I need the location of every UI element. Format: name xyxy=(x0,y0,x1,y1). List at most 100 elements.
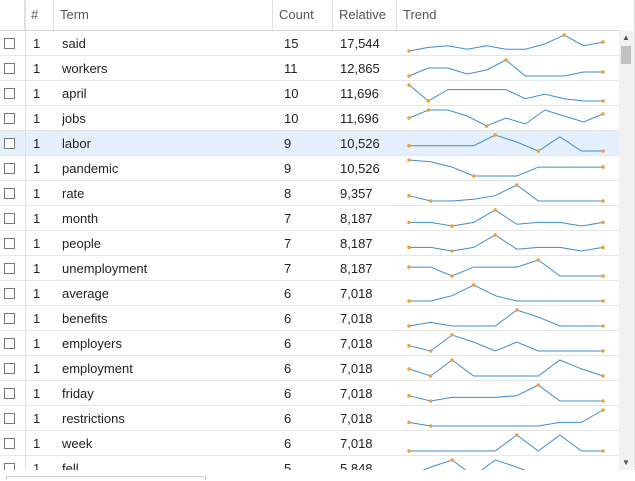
trend-marker xyxy=(601,245,605,250)
term-cell: jobs xyxy=(62,111,86,126)
trend-sparkline xyxy=(406,31,609,55)
row-checkbox[interactable] xyxy=(4,238,15,249)
count-cell: 11 xyxy=(284,61,298,76)
row-checkbox[interactable] xyxy=(4,113,15,124)
trend-marker xyxy=(471,174,476,178)
term-cell: rate xyxy=(62,186,85,201)
trend-marker xyxy=(407,449,411,453)
count-cell: 10 xyxy=(284,86,299,101)
table-row[interactable]: 1 workers 11 12,865 xyxy=(0,56,620,81)
trend-sparkline xyxy=(406,256,609,280)
trend-marker xyxy=(428,399,433,403)
trend-marker xyxy=(407,265,411,269)
term-cell: people xyxy=(62,236,102,251)
relative-cell: 17,544 xyxy=(340,36,380,51)
row-num-cell: 1 xyxy=(33,461,41,470)
trend-marker xyxy=(407,245,411,250)
trend-marker xyxy=(407,74,411,78)
trend-sparkline xyxy=(406,231,609,255)
column-header-trend[interactable]: Trend xyxy=(403,7,437,22)
table-row[interactable]: 1 month 7 8,187 xyxy=(0,206,620,231)
row-checkbox[interactable] xyxy=(4,438,15,449)
row-checkbox[interactable] xyxy=(4,338,15,349)
table-row[interactable]: 1 april 10 11,696 xyxy=(0,81,620,106)
trend-marker xyxy=(428,349,433,353)
relative-cell: 8,187 xyxy=(340,236,373,251)
table-row[interactable]: 1 fell 5 5,848 xyxy=(0,456,620,470)
table-row[interactable]: 1 restrictions 6 7,018 xyxy=(0,406,620,431)
table-row[interactable]: 1 jobs 10 11,696 xyxy=(0,106,620,131)
trend-marker xyxy=(493,208,497,212)
trend-marker xyxy=(450,274,454,278)
table-row[interactable]: 1 unemployment 7 8,187 xyxy=(0,256,620,281)
column-header-relative[interactable]: Relative xyxy=(333,0,397,30)
column-header-num[interactable]: # xyxy=(25,0,54,30)
trend-marker xyxy=(601,149,605,153)
count-cell: 5 xyxy=(284,461,292,470)
trend-sparkline xyxy=(406,431,609,455)
relative-cell: 7,018 xyxy=(340,311,373,326)
trend-marker xyxy=(601,199,605,203)
trend-marker xyxy=(536,383,541,387)
row-checkbox[interactable] xyxy=(4,388,15,399)
horizontal-scrollbar-thumb[interactable] xyxy=(6,476,206,480)
row-checkbox[interactable] xyxy=(4,213,15,224)
select-all-header[interactable] xyxy=(0,0,25,30)
trend-sparkline xyxy=(406,131,609,155)
row-num-cell: 1 xyxy=(33,136,41,151)
scrollbar-thumb[interactable] xyxy=(621,46,631,64)
row-checkbox[interactable] xyxy=(4,288,15,299)
trend-marker xyxy=(428,199,433,203)
row-checkbox[interactable] xyxy=(4,138,15,149)
trend-marker xyxy=(601,408,605,412)
row-checkbox[interactable] xyxy=(4,63,15,74)
row-checkbox[interactable] xyxy=(4,363,15,374)
row-checkbox[interactable] xyxy=(4,163,15,174)
row-checkbox[interactable] xyxy=(4,463,15,470)
table-row[interactable]: 1 benefits 6 7,018 xyxy=(0,306,620,331)
trend-line xyxy=(409,234,604,252)
horizontal-scrollbar[interactable] xyxy=(0,470,635,481)
trend-marker xyxy=(601,99,605,103)
row-checkbox[interactable] xyxy=(4,313,15,324)
trend-marker xyxy=(601,324,605,328)
count-cell: 9 xyxy=(284,161,292,176)
row-checkbox[interactable] xyxy=(4,188,15,199)
table-row[interactable]: 1 pandemic 9 10,526 xyxy=(0,156,620,181)
terms-grid: # Term Count Relative Trend 1 said 15 17,54… xyxy=(0,0,635,470)
term-cell: restrictions xyxy=(62,411,125,426)
count-cell: 6 xyxy=(284,336,292,351)
vertical-scrollbar[interactable]: ▲ ▼ xyxy=(619,31,633,470)
column-header-term[interactable]: Term xyxy=(54,0,273,30)
trend-marker xyxy=(471,283,476,287)
row-checkbox[interactable] xyxy=(4,413,15,424)
row-checkbox[interactable] xyxy=(4,263,15,274)
row-num-cell: 1 xyxy=(33,361,41,376)
column-header-count[interactable]: Count xyxy=(273,0,333,30)
trend-marker xyxy=(407,393,411,398)
table-row[interactable]: 1 friday 6 7,018 xyxy=(0,381,620,406)
trend-marker xyxy=(407,49,411,53)
table-row[interactable]: 1 rate 8 9,357 xyxy=(0,181,620,206)
relative-cell: 7,018 xyxy=(340,436,373,451)
table-row[interactable]: 1 week 6 7,018 xyxy=(0,431,620,456)
row-checkbox[interactable] xyxy=(4,38,15,49)
row-checkbox[interactable] xyxy=(4,88,15,99)
scroll-down-icon[interactable]: ▼ xyxy=(622,458,630,467)
table-row[interactable]: 1 employers 6 7,018 xyxy=(0,331,620,356)
trend-line xyxy=(422,459,526,470)
table-row[interactable]: 1 people 7 8,187 xyxy=(0,231,620,256)
table-row[interactable]: 1 said 15 17,544 xyxy=(0,31,620,56)
trend-line xyxy=(408,359,604,377)
table-row[interactable]: 1 average 6 7,018 xyxy=(0,281,620,306)
trend-line xyxy=(409,284,603,302)
table-row[interactable]: 1 labor 9 10,526 xyxy=(0,131,620,156)
trend-marker xyxy=(504,58,508,62)
trend-line xyxy=(408,84,603,102)
scroll-up-icon[interactable]: ▲ xyxy=(622,33,630,42)
trend-marker xyxy=(601,374,605,378)
term-cell: month xyxy=(62,211,99,226)
trend-marker xyxy=(536,149,541,153)
table-row[interactable]: 1 employment 6 7,018 xyxy=(0,356,620,381)
relative-cell: 9,357 xyxy=(340,186,373,201)
